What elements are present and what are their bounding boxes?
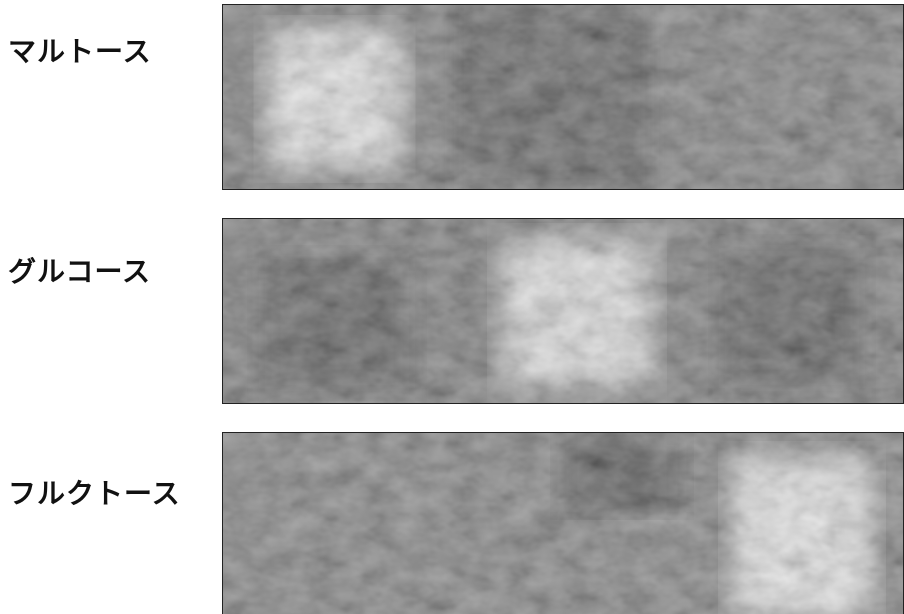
panel-label: マルトース: [8, 30, 152, 70]
panel-image: [222, 432, 904, 614]
panel-label: グルコース: [8, 250, 151, 290]
panel-image: [222, 4, 904, 190]
panel-label: フルクトース: [8, 472, 181, 512]
panel-image: [222, 218, 904, 404]
figure: マルトース グルコース フルクトース: [0, 0, 904, 614]
